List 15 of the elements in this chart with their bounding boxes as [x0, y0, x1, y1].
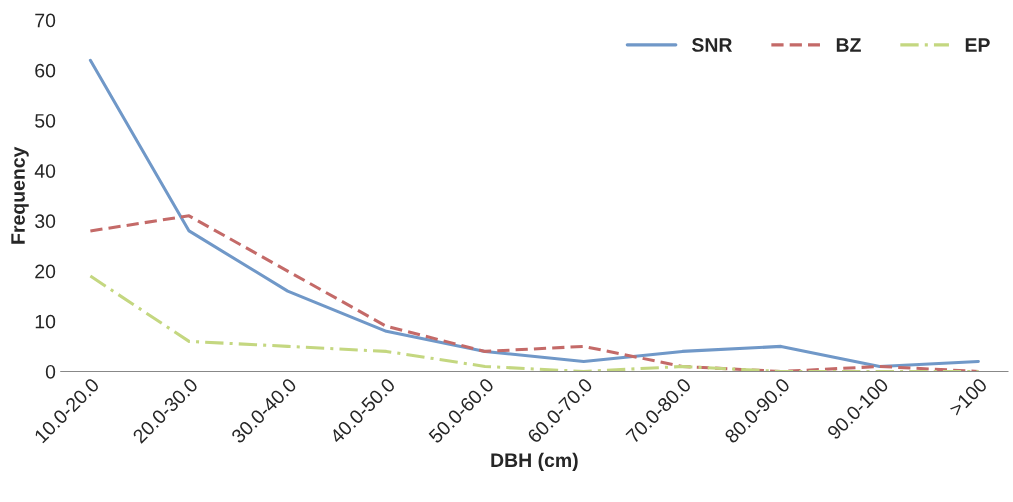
y-tick-label: 40 [34, 164, 56, 178]
y-tick-label: 50 [35, 113, 56, 128]
y-tick-label: 70 [35, 13, 56, 28]
y-tick-label: 10 [35, 314, 56, 329]
line-series [88, 58, 980, 368]
y-tick-label: 20 [35, 264, 56, 279]
legend-label: SNR [691, 38, 733, 52]
line-series [88, 274, 980, 372]
y-axis-title: Frequency [11, 146, 29, 244]
x-axis-title: DBH (cm) [491, 452, 578, 471]
legend-label: BZ [836, 38, 861, 52]
y-tick-label: 0 [45, 364, 56, 379]
y-tick-label: 30 [35, 214, 56, 229]
y-tick-label: 60 [35, 63, 56, 78]
legend-label: EP [965, 38, 990, 52]
